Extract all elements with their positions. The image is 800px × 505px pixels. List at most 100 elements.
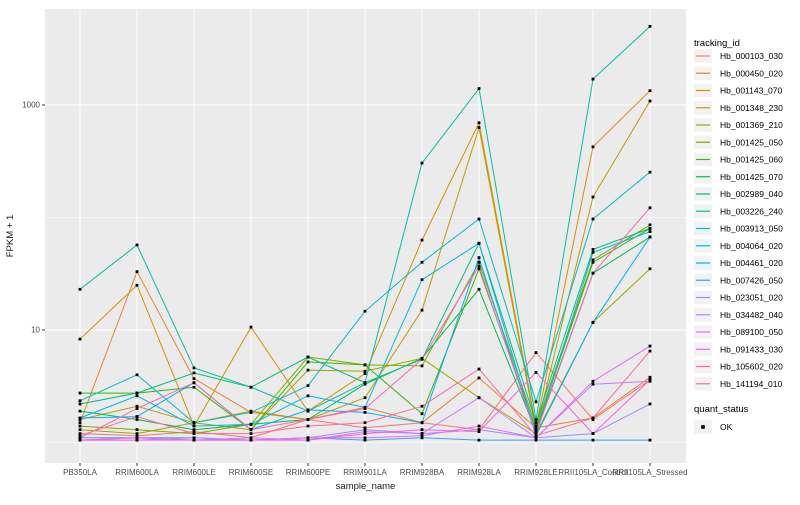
data-point (306, 394, 310, 398)
data-point (420, 364, 424, 368)
data-point (135, 407, 139, 411)
data-point (363, 309, 367, 313)
data-point (591, 145, 595, 149)
legend-item: Hb_002989_040 (694, 187, 783, 201)
data-point (648, 375, 652, 379)
data-point (363, 432, 367, 435)
data-point (534, 426, 538, 430)
legend-item-label: Hb_105602_020 (720, 362, 783, 372)
data-point (477, 287, 481, 291)
data-point (78, 421, 82, 425)
legend-item: Hb_004461_020 (694, 256, 783, 270)
data-point (192, 377, 196, 380)
data-point (534, 370, 538, 374)
legend-item-label: Hb_002989_040 (720, 189, 783, 199)
data-point (591, 271, 595, 275)
data-point (363, 382, 367, 386)
data-point (648, 170, 652, 174)
tracking-id-legend: Hb_000103_030 Hb_000450_020 Hb_001143_070 H… (694, 49, 783, 391)
data-point (591, 195, 595, 199)
data-point (591, 438, 595, 442)
x-tick-label: RRIM600SE (229, 468, 273, 477)
data-point (135, 270, 139, 274)
data-point (477, 87, 481, 90)
legend-item-label: Hb_091433_030 (720, 344, 783, 354)
data-point (192, 428, 196, 432)
legend-item: Hb_105602_020 (694, 359, 783, 374)
legend-item: Hb_141194_010 (694, 377, 783, 391)
data-point (306, 408, 310, 412)
quant-status-legend-title: quant_status (694, 404, 749, 415)
legend-item-label: Hb_003226_240 (720, 206, 783, 216)
data-point (477, 424, 481, 428)
data-point (477, 396, 481, 400)
data-point (591, 260, 595, 264)
data-point (192, 381, 196, 385)
y-axis-title: FPKM + 1 (5, 215, 16, 258)
data-point (192, 385, 196, 389)
data-point (648, 99, 652, 103)
legend-item: Hb_000103_030 (694, 49, 783, 63)
data-point (78, 409, 82, 413)
data-point (591, 382, 595, 386)
data-point (477, 256, 481, 260)
legend-item-label: Hb_000103_030 (720, 51, 783, 61)
data-point (363, 421, 367, 425)
legend-item: Hb_001369_210 (694, 118, 783, 132)
y-tick-label: 10 (31, 326, 40, 335)
legend-item-label: Hb_004064_020 (720, 241, 783, 251)
legend-item-label: Hb_001348_230 (720, 103, 783, 113)
legend-title: tracking_id (694, 38, 740, 49)
data-point (648, 438, 652, 442)
data-point (249, 325, 253, 329)
legend-item: Hb_001425_070 (694, 170, 783, 184)
data-point (135, 415, 139, 418)
data-point (192, 438, 196, 442)
data-point (78, 402, 82, 406)
data-point (534, 434, 538, 438)
data-point (249, 438, 253, 442)
data-point (363, 381, 367, 385)
x-tick-label: PB350LA (63, 468, 97, 477)
data-point (477, 260, 481, 264)
data-point (135, 373, 139, 377)
legend-item: Hb_089100_050 (694, 325, 783, 339)
data-point (477, 367, 481, 371)
data-point (648, 344, 652, 348)
data-point (534, 424, 538, 428)
data-point (249, 436, 253, 440)
x-tick-label: RRIM928LE (514, 468, 558, 477)
data-point (477, 264, 481, 268)
data-point (192, 436, 196, 440)
data-point (648, 89, 652, 93)
legend-item-label: Hb_001425_070 (720, 172, 783, 182)
legend-item-label: Hb_004461_020 (720, 258, 783, 268)
x-tick-label: RRIM901LA (343, 468, 387, 477)
data-point (306, 424, 310, 428)
x-tick-label: RRIM928LA (457, 468, 501, 477)
data-point (249, 385, 253, 389)
data-point (306, 438, 310, 442)
data-point (306, 418, 310, 421)
data-point (648, 267, 652, 271)
data-point (135, 283, 139, 287)
data-point (135, 243, 139, 247)
legend-item: Hb_000450_020 (694, 66, 783, 80)
data-point (78, 434, 82, 438)
data-point (648, 402, 652, 406)
data-point (534, 418, 538, 421)
data-point (363, 428, 367, 432)
data-point (420, 404, 424, 408)
legend-item-label: OK (720, 422, 733, 432)
data-point (591, 250, 595, 254)
legend-item-label: Hb_141194_010 (720, 379, 783, 389)
data-point (591, 418, 595, 421)
x-tick-label: RRII105LA_Stressed (612, 468, 687, 477)
data-point (363, 430, 367, 433)
data-point (192, 432, 196, 435)
data-point (477, 126, 481, 129)
data-point (420, 238, 424, 242)
data-point (192, 366, 196, 370)
legend-item-label: Hb_001425_050 (720, 137, 783, 147)
data-point (648, 378, 652, 382)
